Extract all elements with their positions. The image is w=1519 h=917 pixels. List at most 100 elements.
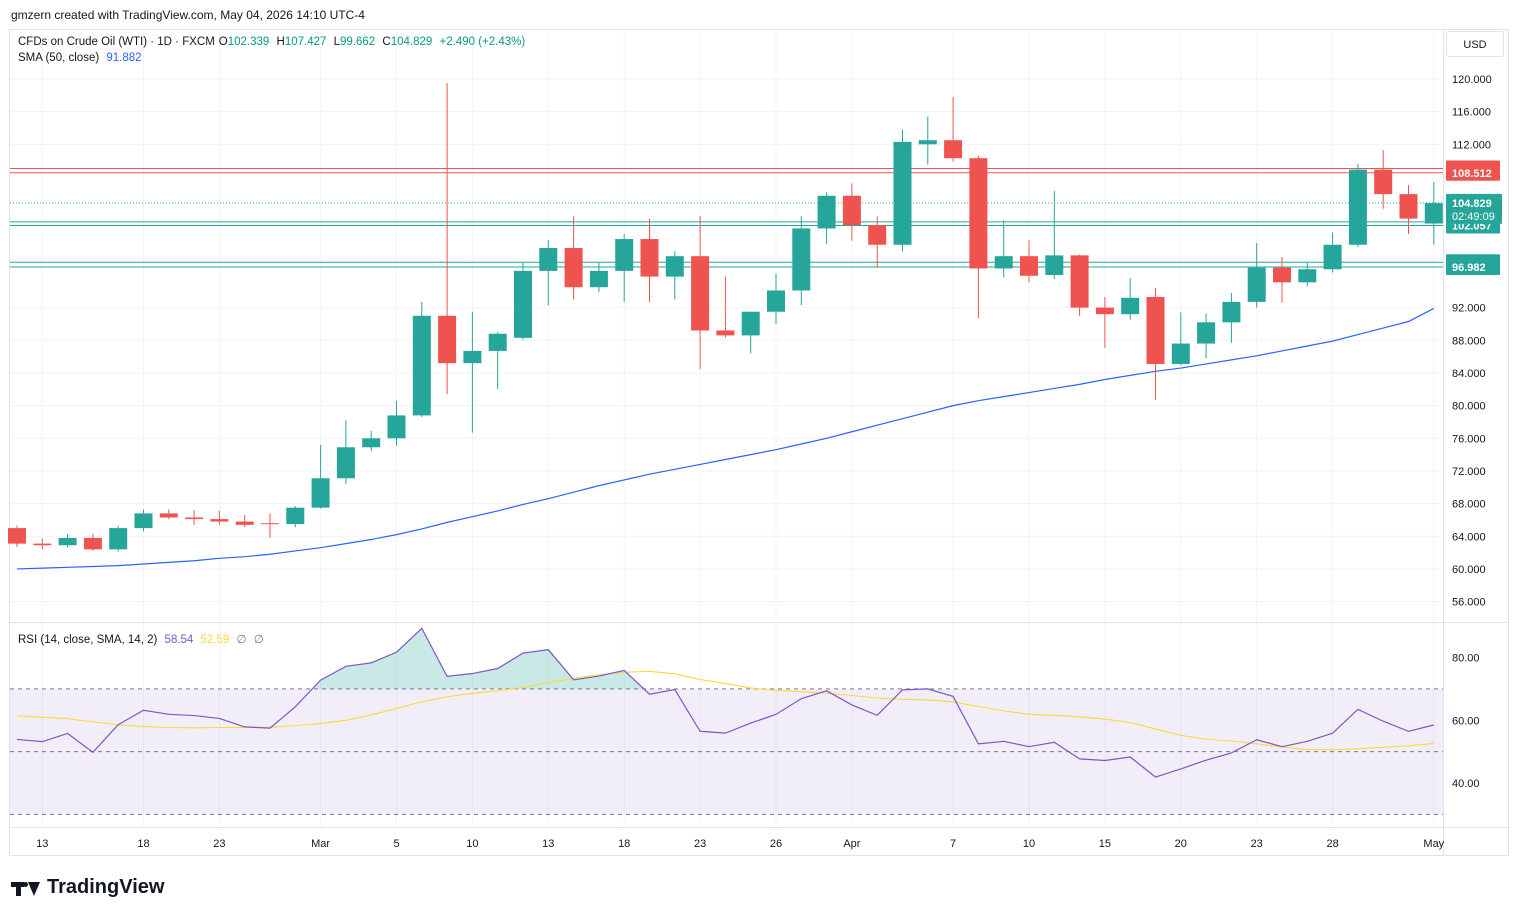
rsi-sma-value: 52.59	[200, 634, 230, 646]
time-axis-label: 5	[393, 838, 399, 850]
candle-body-down	[1020, 256, 1038, 276]
rsi-extra-1: ∅	[236, 634, 247, 646]
sma-label[interactable]: SMA (50, close)	[18, 52, 100, 64]
resistance-price-tag	[1446, 164, 1500, 181]
price-axis-label: 120.000	[1452, 74, 1492, 86]
rsi-line	[16, 627, 1434, 778]
time-axis-label: 23	[694, 838, 706, 850]
candle-body-down	[261, 523, 279, 525]
rsi-overbought-fill	[312, 628, 644, 689]
candle-body-down	[185, 517, 204, 520]
candle-body-down	[83, 537, 102, 550]
candle-body-up	[336, 447, 355, 479]
candle-body-down	[1273, 267, 1291, 283]
candle-body-down	[1374, 169, 1393, 195]
candle-body-down	[1399, 194, 1418, 219]
candle-body-down	[235, 521, 254, 525]
support-price-label: 96.982	[1452, 262, 1486, 274]
resistance-price-label: 108.512	[1452, 168, 1492, 180]
time-axis-label: 13	[542, 838, 554, 850]
tradingview-logo-icon	[11, 880, 41, 896]
time-axis-label: 20	[1175, 838, 1187, 850]
candle-body-up	[134, 513, 153, 529]
rsi-axis-label: 60.00	[1452, 715, 1480, 727]
price-axis-label: 84.000	[1452, 368, 1486, 380]
symbol-label[interactable]: CFDs on Crude Oil (WTI) · 1D · FXCM	[18, 36, 215, 48]
time-axis-label: 15	[1099, 838, 1111, 850]
footer-brand: TradingView	[11, 876, 164, 899]
candle-body-up	[767, 290, 785, 312]
low-label: L	[333, 36, 341, 48]
high-value: 107.427	[284, 36, 327, 48]
candle-body-down	[210, 519, 229, 522]
price-axis-label: 56.000	[1452, 597, 1486, 609]
close-value: 104.829	[390, 36, 433, 48]
candle-body-up	[1323, 244, 1342, 270]
price-axis-label: 64.000	[1452, 531, 1486, 543]
price-axis-label: 76.000	[1452, 433, 1486, 445]
last-price-tag	[1446, 193, 1502, 224]
candle-body-up	[893, 141, 912, 245]
price-axis-label: 60.000	[1452, 564, 1486, 576]
high-label: H	[276, 36, 285, 48]
price-axis-label: 92.000	[1452, 303, 1486, 315]
candle-body-up	[286, 507, 305, 525]
candle-body-up	[1171, 343, 1190, 364]
time-axis-label: 10	[466, 838, 478, 850]
candle-body-up	[1045, 255, 1064, 275]
time-axis-label: 23	[1251, 838, 1263, 850]
close-label: C	[382, 36, 391, 48]
price-legend: CFDs on Crude Oil (WTI) · 1D · FXCM O102.…	[18, 36, 529, 48]
rsi-axis-label: 40.00	[1452, 778, 1480, 790]
price-axis-label: 72.000	[1452, 466, 1486, 478]
time-axis-label: 18	[137, 838, 149, 850]
candle-body-down	[842, 195, 861, 226]
price-axis-label: 68.000	[1452, 499, 1486, 511]
candle-body-up	[1121, 297, 1140, 315]
candle-body-up	[488, 333, 507, 351]
time-axis-label: May	[1423, 838, 1444, 850]
candle-body-up	[463, 350, 482, 364]
time-axis-label: 13	[36, 838, 48, 850]
candle-body-up	[362, 438, 381, 448]
time-axis-label: 28	[1326, 838, 1338, 850]
sma-legend: SMA (50, close) 91.882	[18, 52, 146, 64]
candle-body-up	[1247, 267, 1266, 302]
rsi-label[interactable]: RSI (14, close, SMA, 14, 2)	[18, 634, 158, 646]
candle-body-up	[109, 528, 128, 550]
candle-body-up	[1298, 269, 1317, 283]
time-axis-label: 26	[770, 838, 782, 850]
candle-body-up	[387, 415, 406, 439]
candle-body-up	[741, 311, 760, 336]
currency-button[interactable]: USD	[1446, 31, 1504, 57]
rsi-axis-label: 80.00	[1452, 653, 1480, 665]
sma-50-line	[16, 307, 1435, 570]
price-axis-label: 80.000	[1452, 401, 1486, 413]
candle-body-up	[1424, 203, 1443, 224]
candle-body-down	[1146, 297, 1165, 364]
sma-value: 91.882	[106, 52, 142, 64]
candle-body-up	[311, 478, 330, 508]
candle-body-up	[665, 256, 684, 277]
candle-body-down	[1070, 255, 1089, 308]
footer-brand-text: TradingView	[47, 876, 165, 898]
time-axis-label: 10	[1023, 838, 1035, 850]
candle-body-up	[1348, 169, 1367, 245]
candle-body-up	[792, 228, 811, 291]
candle-body-up	[589, 270, 608, 288]
rsi-extra-2: ∅	[253, 634, 264, 646]
candle-body-down	[969, 158, 988, 269]
chart-frame	[9, 29, 1509, 856]
candle-body-up	[994, 256, 1013, 269]
bar-countdown-label: 02:49:09	[1452, 211, 1495, 223]
low-value: 99.662	[340, 36, 376, 48]
candle-body-up	[539, 248, 558, 271]
change-value: +2.490 (+2.43%)	[439, 36, 526, 48]
time-axis-label: Apr	[843, 838, 860, 850]
candle-body-down	[33, 543, 52, 546]
rsi-value: 58.54	[164, 634, 194, 646]
time-axis-label: 18	[618, 838, 630, 850]
support-price-tag	[1446, 258, 1500, 275]
header-attribution: gmzern created with TradingView.com, May…	[11, 8, 365, 22]
